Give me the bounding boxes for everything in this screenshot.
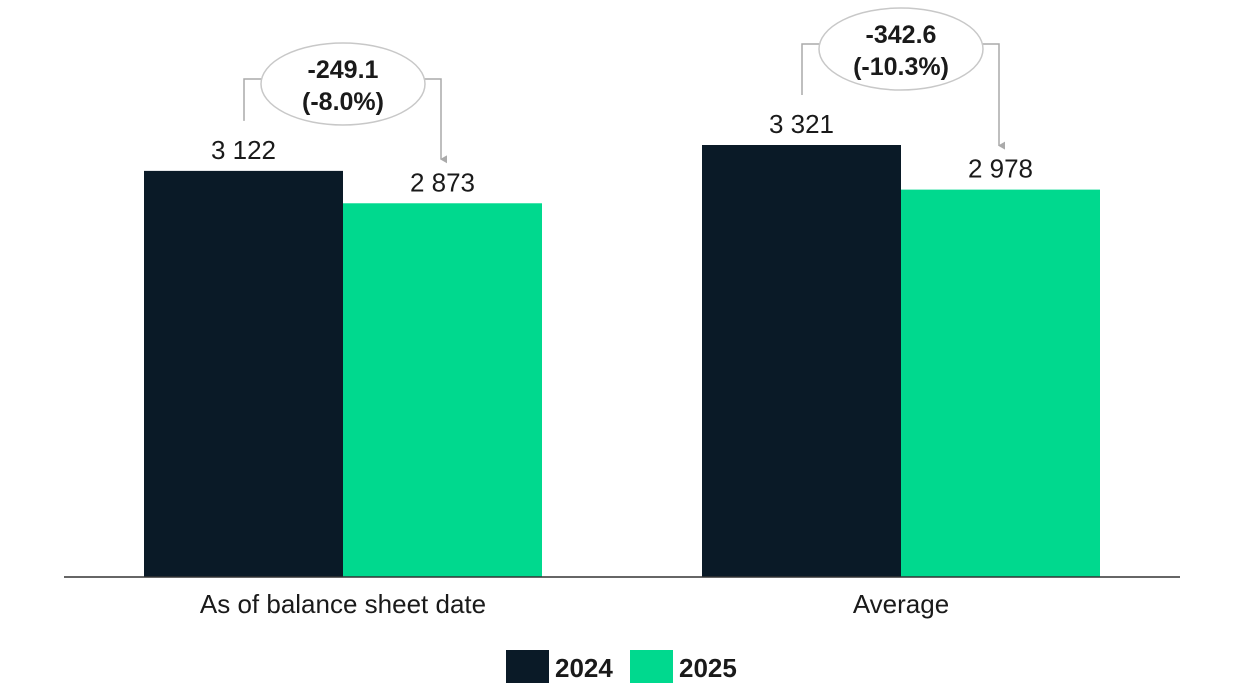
- legend-label-2025: 2025: [679, 653, 737, 683]
- legend-label-2024: 2024: [555, 653, 613, 683]
- legend-swatch-2025: [630, 650, 673, 683]
- legend-swatch-2024: [506, 650, 549, 683]
- bar-2024-1: [144, 170, 343, 578]
- value-label-2025-1: 2 873: [410, 167, 475, 197]
- value-label-2024-2: 3 321: [769, 109, 834, 139]
- delta-bubble-1: [260, 42, 426, 126]
- bars-layer: [144, 145, 1100, 578]
- bar-2025-1: [343, 203, 542, 577]
- value-label-2024-1: 3 122: [211, 135, 276, 165]
- category-label-1: As of balance sheet date: [200, 589, 486, 619]
- bar-2025-2: [901, 189, 1100, 577]
- value-label-2025-2: 2 978: [968, 154, 1033, 184]
- bar-2024-2: [702, 145, 901, 577]
- delta-bubble-2: [818, 7, 984, 91]
- legend: 2024 2025: [506, 650, 737, 683]
- labels-layer: 3 122 2 873 As of balance sheet date -249.1…: [200, 7, 1033, 619]
- category-label-2: Average: [853, 589, 949, 619]
- delta-value-1: -249.1: [308, 56, 379, 84]
- delta-percent-1: (-8.0%): [302, 88, 384, 116]
- delta-percent-2: (-10.3%): [853, 53, 949, 81]
- delta-value-2: -342.6: [866, 21, 937, 49]
